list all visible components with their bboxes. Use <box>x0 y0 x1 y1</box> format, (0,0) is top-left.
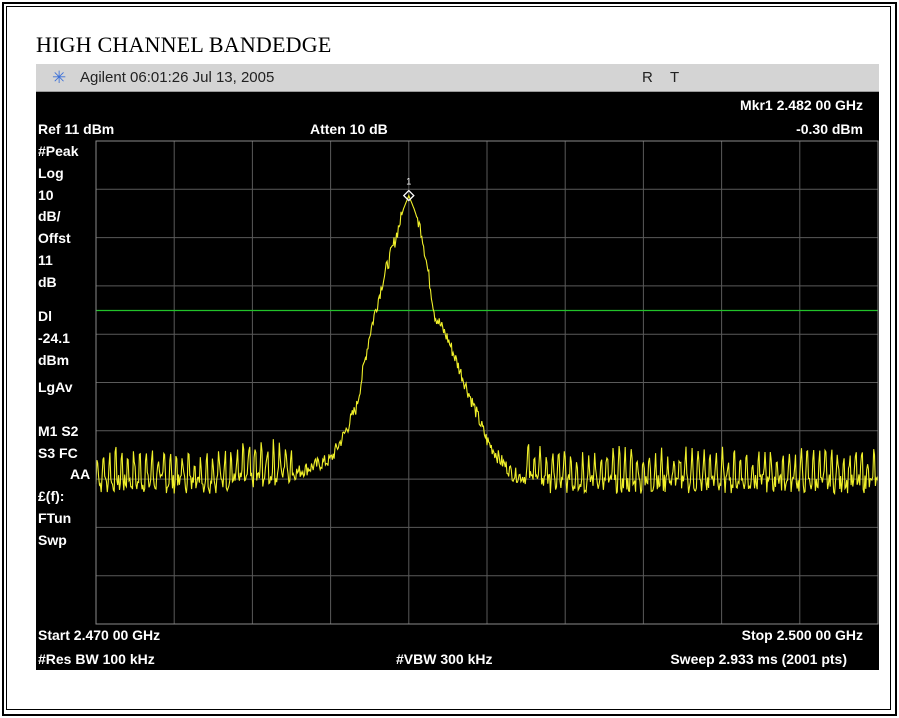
sidebar-label: dB/ <box>38 208 61 224</box>
marker-frequency: Mkr1 2.482 00 GHz <box>740 97 863 113</box>
video-bandwidth: #VBW 300 kHz <box>396 651 493 667</box>
sidebar-label: #Peak <box>38 143 79 159</box>
stop-frequency: Stop 2.500 00 GHz <box>741 627 863 643</box>
analyzer-brand-timestamp: Agilent 06:01:26 Jul 13, 2005 <box>80 69 274 86</box>
plot-grid <box>96 141 878 624</box>
timestamp: 06:01:26 Jul 13, 2005 <box>130 69 275 86</box>
marker-diamond <box>402 189 415 202</box>
sidebar-label: FTun <box>38 510 72 526</box>
sidebar-label: Log <box>38 165 64 181</box>
sidebar-label: 10 <box>38 187 54 203</box>
start-frequency: Start 2.470 00 GHz <box>38 627 161 643</box>
sidebar-label: Offst <box>38 230 71 246</box>
trace-line <box>95 194 879 496</box>
graticule-border <box>95 140 879 625</box>
attenuation: Atten 10 dB <box>310 121 388 137</box>
sidebar-label: AA <box>70 466 91 482</box>
analyzer-titlebar: ✳ Agilent 06:01:26 Jul 13, 2005 R T <box>36 64 879 92</box>
inner-frame <box>6 6 891 710</box>
marker-1: 1 <box>402 177 415 202</box>
sidebar-label: £(f): <box>38 488 65 504</box>
burst-icon: ✳ <box>52 68 67 87</box>
trigger-flag: T <box>670 69 680 86</box>
sidebar-label: Swp <box>38 532 67 548</box>
marker-amplitude: -0.30 dBm <box>796 121 863 137</box>
sidebar-label: 11 <box>38 252 53 268</box>
brand-name: Agilent <box>80 69 126 86</box>
spectrum-analyzer-screen: ✳ Agilent 06:01:26 Jul 13, 2005 R T Mkr1… <box>36 64 879 670</box>
spectrum-plot: 1 <box>95 140 879 625</box>
sidebar-label: S3 FC <box>38 445 78 461</box>
resolution-bandwidth: #Res BW 100 kHz <box>38 651 155 667</box>
sidebar-label: -24.1 <box>38 330 70 346</box>
reference-level: Ref 11 dBm <box>38 121 115 137</box>
marker-number: 1 <box>406 177 411 187</box>
remote-flag: R <box>642 69 653 86</box>
sidebar-label: LgAv <box>38 379 73 395</box>
sweep-time: Sweep 2.933 ms (2001 pts) <box>670 651 847 667</box>
sidebar-label: dBm <box>38 352 70 368</box>
sidebar-label: M1 S2 <box>38 423 79 439</box>
sidebar-label: dB <box>38 274 57 290</box>
sidebar-label: Dl <box>38 308 52 324</box>
page-title: HIGH CHANNEL BANDEDGE <box>36 32 332 57</box>
